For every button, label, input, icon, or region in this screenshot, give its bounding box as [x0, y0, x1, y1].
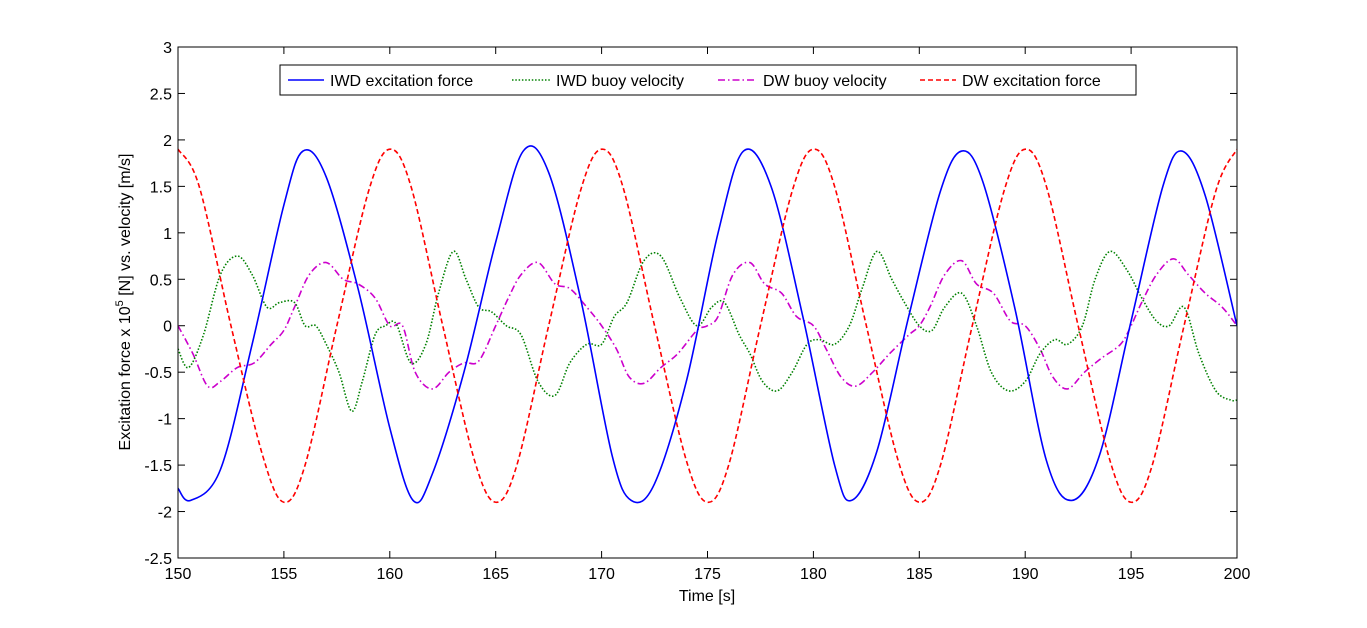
plot-frame [177, 46, 1238, 559]
y-tick-label: -2.5 [144, 551, 172, 568]
x-tick-label: 185 [906, 566, 933, 583]
y-tick-label: 1 [163, 226, 172, 243]
y-axis-label-part-2: [N] vs. velocity [m/s] [117, 154, 134, 301]
series-lines [178, 145, 1237, 504]
y-tick-label: 2.5 [150, 86, 172, 103]
x-tick-label: 190 [1012, 566, 1039, 583]
x-axis-label: Time [s] [679, 588, 735, 605]
plot-background [178, 47, 1237, 558]
x-tick-label: 170 [588, 566, 615, 583]
x-tick-label: 150 [165, 566, 192, 583]
series-line-dw-excitation-force [178, 148, 1237, 504]
y-tick-label: -0.5 [144, 365, 172, 382]
legend-box [279, 64, 1137, 96]
y-tick-label: -1 [158, 412, 172, 429]
y-tick-label: 0 [163, 319, 172, 336]
series-line-iwd-excitation-force [178, 145, 1237, 504]
x-tick-label: 195 [1118, 566, 1145, 583]
legend-label-dw-excitation-force: DW excitation force [962, 73, 1101, 90]
legend-label-dw-buoy-velocity: DW buoy velocity [763, 73, 887, 90]
x-tick-label: 175 [694, 566, 721, 583]
legend: IWD excitation force IWD buoy velocity D… [279, 64, 1137, 96]
y-tick-label: -1.5 [144, 458, 172, 475]
y-axis-label: Excitation force x 105 [N] vs. velocity … [114, 154, 134, 451]
x-tick-label: 180 [800, 566, 827, 583]
y-axis-label-exponent: 5 [114, 300, 126, 306]
y-tick-label: 2 [163, 133, 172, 150]
y-axis-label-part-1: Excitation force x 10 [117, 306, 134, 450]
x-tick-label: 155 [271, 566, 298, 583]
x-tick-label: 160 [376, 566, 403, 583]
y-tick-label: 0.5 [150, 272, 172, 289]
axis-ticks: 150 155 160 165 170 175 180 185 190 195 200 -2.5 -2 -… [144, 40, 1250, 583]
x-tick-label: 165 [482, 566, 509, 583]
x-tick-label: 200 [1224, 566, 1251, 583]
y-tick-label: -2 [158, 505, 172, 522]
legend-label-iwd-excitation-force: IWD excitation force [330, 73, 473, 90]
legend-label-iwd-buoy-velocity: IWD buoy velocity [556, 73, 684, 90]
y-tick-label: 3 [163, 40, 172, 57]
y-tick-label: 1.5 [150, 179, 172, 196]
series-line-dw-buoy-velocity [178, 258, 1237, 390]
